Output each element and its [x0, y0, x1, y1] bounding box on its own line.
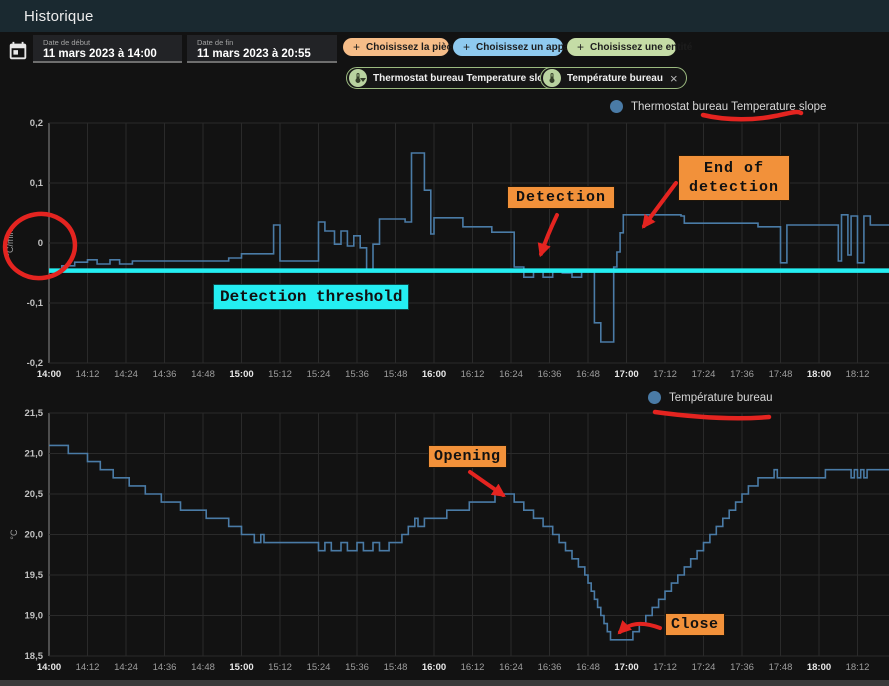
svg-text:20,5: 20,5 — [25, 489, 44, 500]
svg-text:16:48: 16:48 — [576, 662, 600, 673]
svg-text:19,0: 19,0 — [25, 611, 44, 622]
svg-text:20,0: 20,0 — [25, 530, 44, 541]
plus-icon: + — [577, 40, 585, 54]
svg-text:14:36: 14:36 — [153, 369, 177, 380]
thermometer-icon — [543, 69, 561, 87]
end-of-detection-annotation: End of detection — [678, 155, 791, 201]
date-end-field[interactable]: Date de fin 11 mars 2023 à 20:55 — [187, 35, 337, 63]
svg-text:18:12: 18:12 — [846, 369, 870, 380]
plus-icon: + — [353, 40, 361, 54]
app-header: Historique — [0, 0, 889, 32]
svg-text:15:36: 15:36 — [345, 662, 369, 673]
svg-text:18:12: 18:12 — [846, 662, 870, 673]
svg-text:15:48: 15:48 — [384, 369, 408, 380]
legend-label: Température bureau — [669, 391, 773, 404]
horizontal-scrollbar[interactable] — [0, 680, 889, 686]
svg-text:15:00: 15:00 — [229, 662, 253, 673]
close-annotation: Close — [665, 613, 725, 636]
svg-text:14:48: 14:48 — [191, 369, 215, 380]
svg-text:15:36: 15:36 — [345, 369, 369, 380]
svg-text:18,5: 18,5 — [25, 651, 44, 662]
legend-temperature[interactable]: Température bureau — [648, 391, 773, 404]
svg-text:17:12: 17:12 — [653, 662, 677, 673]
detection-annotation: Detection — [507, 186, 616, 209]
svg-text:17:36: 17:36 — [730, 662, 754, 673]
chip-remove-icon[interactable]: × — [669, 70, 678, 86]
svg-text:15:00: 15:00 — [229, 369, 253, 380]
svg-text:0: 0 — [38, 238, 43, 249]
svg-text:16:36: 16:36 — [538, 662, 562, 673]
opening-annotation: Opening — [428, 445, 507, 468]
svg-text:18:00: 18:00 — [807, 369, 831, 380]
svg-text:0,2: 0,2 — [30, 118, 43, 129]
svg-text:16:36: 16:36 — [538, 369, 562, 380]
choose-area-label: Choisissez la pièce — [366, 41, 458, 53]
svg-text:17:48: 17:48 — [769, 369, 793, 380]
svg-text:-0,1: -0,1 — [27, 298, 44, 309]
thermometer-chevron-icon — [349, 69, 367, 87]
svg-text:16:00: 16:00 — [422, 662, 446, 673]
choose-entity-label: Choisissez une entité — [590, 41, 693, 53]
legend-slope[interactable]: Thermostat bureau Temperature slope — [610, 100, 826, 113]
svg-text:16:12: 16:12 — [461, 369, 485, 380]
svg-text:14:12: 14:12 — [76, 662, 100, 673]
date-start-field[interactable]: Date de début 11 mars 2023 à 14:00 — [33, 35, 182, 63]
svg-text:15:24: 15:24 — [307, 662, 331, 673]
svg-text:15:48: 15:48 — [384, 662, 408, 673]
svg-text:14:00: 14:00 — [37, 369, 61, 380]
entity-chip-temperature[interactable]: Température bureau × — [540, 67, 687, 89]
svg-text:15:24: 15:24 — [307, 369, 331, 380]
svg-text:14:12: 14:12 — [76, 369, 100, 380]
svg-text:14:48: 14:48 — [191, 662, 215, 673]
svg-text:17:24: 17:24 — [692, 369, 716, 380]
detection-threshold-annotation: Detection threshold — [213, 284, 410, 310]
page-title: Historique — [24, 7, 94, 25]
entity-chip-label: Température bureau — [567, 72, 663, 84]
svg-text:16:00: 16:00 — [422, 369, 446, 380]
svg-text:17:12: 17:12 — [653, 369, 677, 380]
choose-entity-button[interactable]: + Choisissez une entité — [567, 38, 692, 56]
svg-text:17:00: 17:00 — [614, 662, 638, 673]
svg-text:21,0: 21,0 — [25, 449, 44, 460]
date-start-value: 11 mars 2023 à 14:00 — [43, 48, 157, 60]
svg-text:17:36: 17:36 — [730, 369, 754, 380]
svg-text:14:36: 14:36 — [153, 662, 177, 673]
choose-area-button[interactable]: + Choisissez la pièce — [343, 38, 458, 56]
svg-text:18:00: 18:00 — [807, 662, 831, 673]
svg-text:16:12: 16:12 — [461, 662, 485, 673]
date-end-label: Date de fin — [197, 38, 234, 47]
plus-icon: + — [463, 40, 471, 54]
svg-text:17:00: 17:00 — [614, 369, 638, 380]
legend-label: Thermostat bureau Temperature slope — [631, 100, 827, 113]
calendar-icon[interactable] — [7, 40, 29, 62]
svg-text:15:12: 15:12 — [268, 369, 292, 380]
svg-text:0,1: 0,1 — [30, 178, 44, 189]
entity-chip-label: Thermostat bureau Temperature slope — [373, 72, 556, 84]
svg-text:14:00: 14:00 — [37, 662, 61, 673]
svg-text:-0,2: -0,2 — [27, 358, 43, 369]
svg-text:16:24: 16:24 — [499, 662, 523, 673]
date-end-value: 11 mars 2023 à 20:55 — [197, 48, 311, 60]
svg-text:°C: °C — [9, 529, 19, 540]
svg-text:°C/min: °C/min — [5, 229, 15, 256]
svg-text:16:24: 16:24 — [499, 369, 523, 380]
svg-text:17:24: 17:24 — [692, 662, 716, 673]
svg-text:14:24: 14:24 — [114, 369, 138, 380]
legend-dot — [648, 391, 661, 404]
svg-text:15:12: 15:12 — [268, 662, 292, 673]
date-start-label: Date de début — [43, 38, 91, 47]
choose-device-label: Choisissez un appareil — [476, 41, 585, 53]
svg-text:21,5: 21,5 — [25, 408, 44, 419]
legend-dot — [610, 100, 623, 113]
svg-text:17:48: 17:48 — [769, 662, 793, 673]
svg-text:16:48: 16:48 — [576, 369, 600, 380]
svg-text:14:24: 14:24 — [114, 662, 138, 673]
svg-text:19,5: 19,5 — [25, 570, 44, 581]
choose-device-button[interactable]: + Choisissez un appareil — [453, 38, 584, 56]
